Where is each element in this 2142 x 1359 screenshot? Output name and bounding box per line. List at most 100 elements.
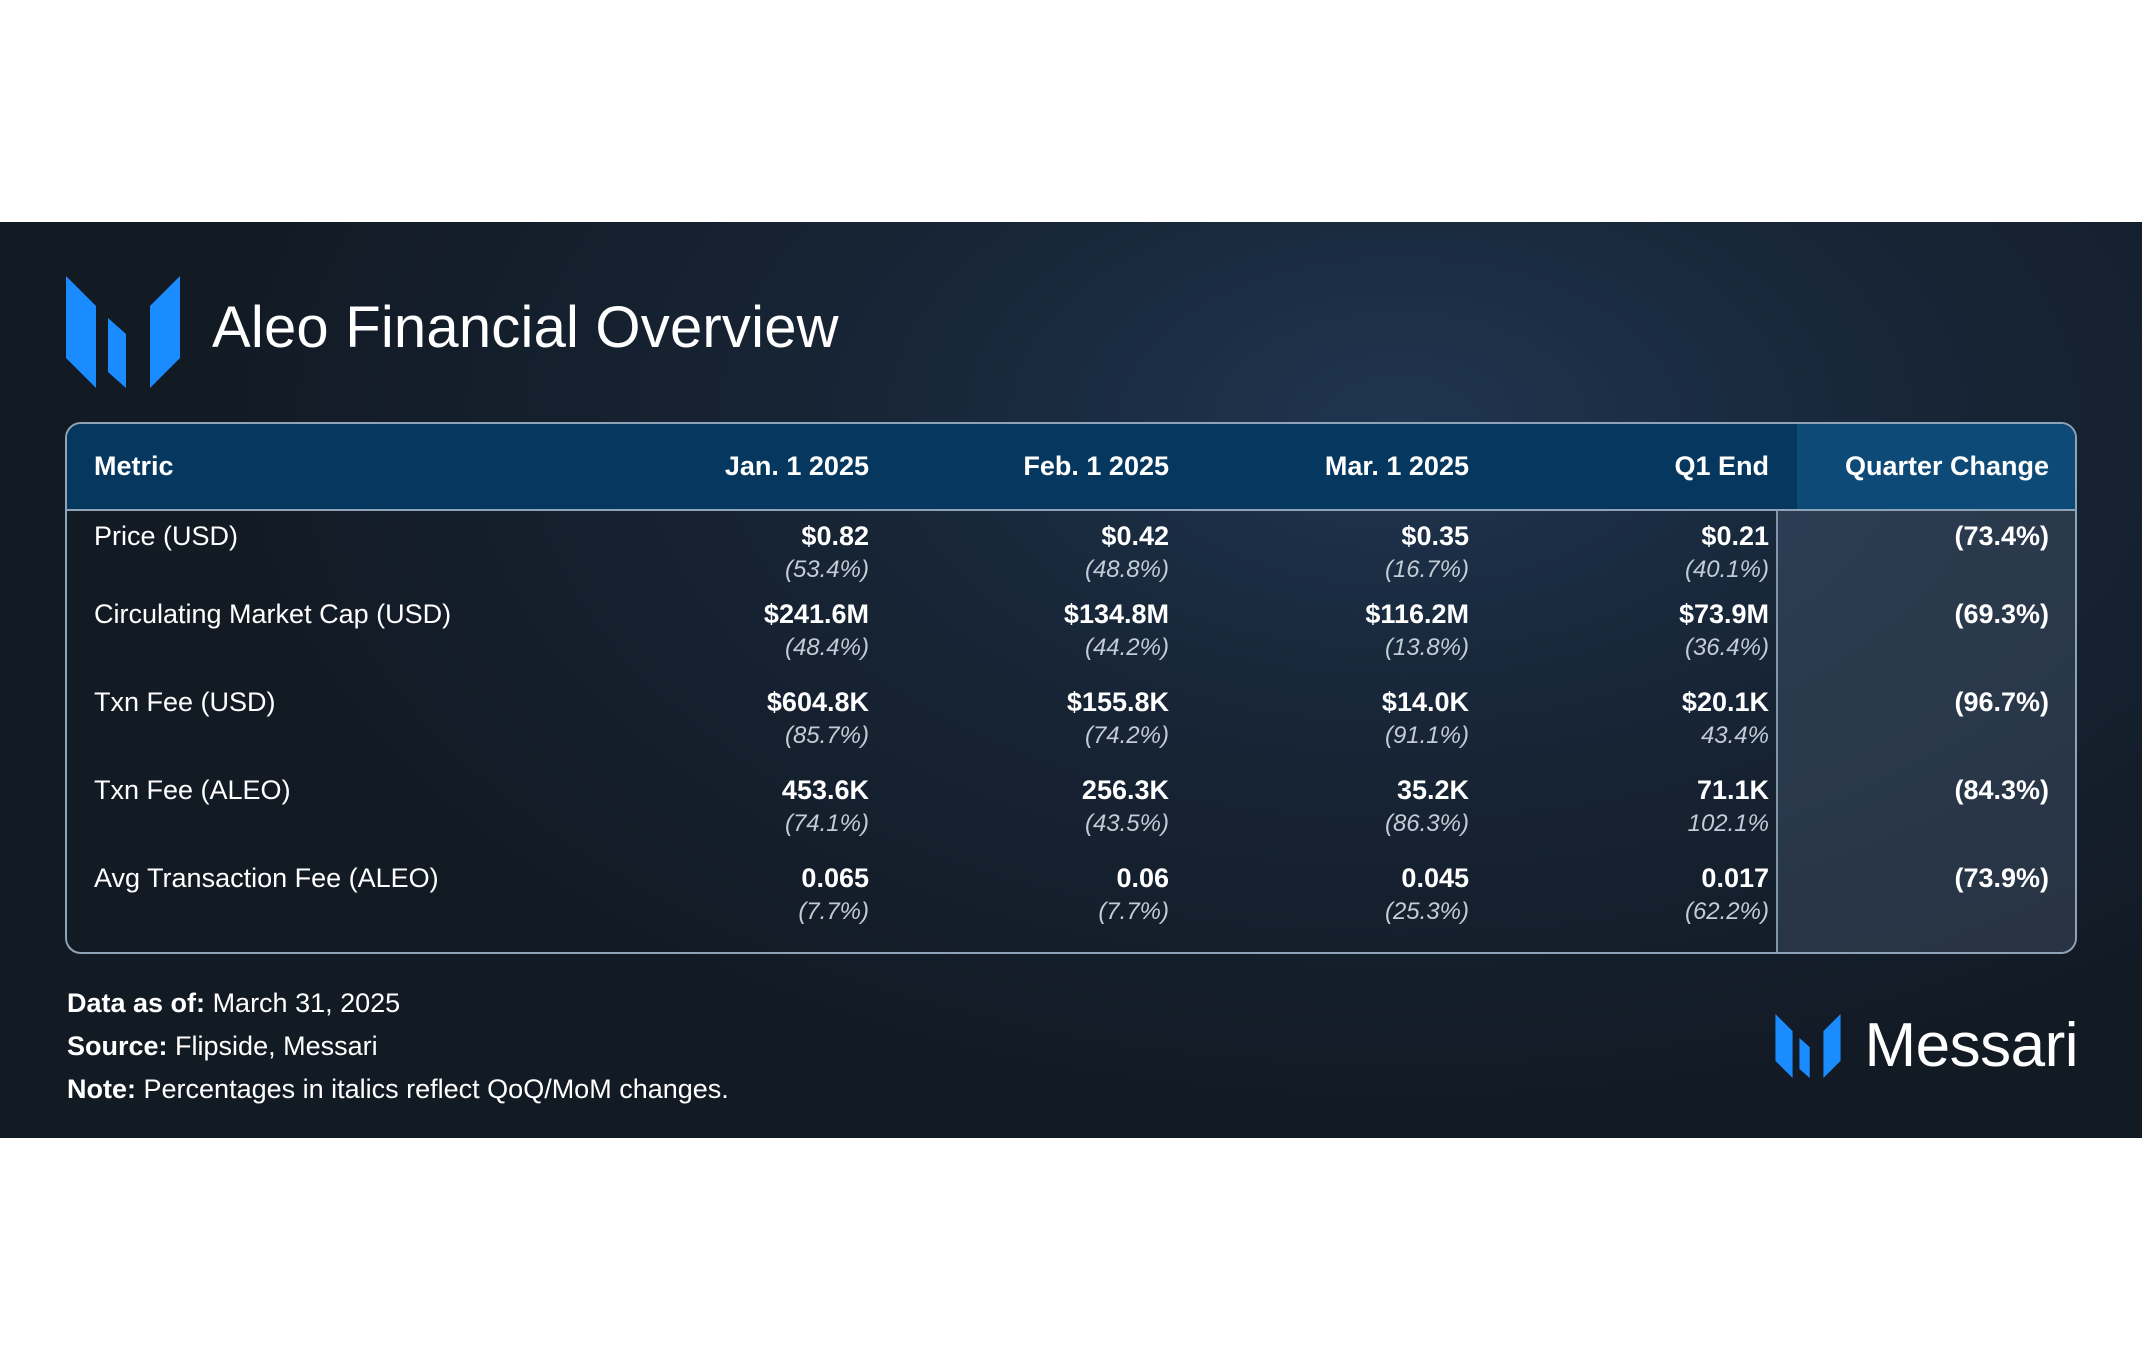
cell-value: 35.2K [1396,775,1469,805]
cell-value: 0.06 [1116,863,1169,893]
messari-brand-icon [1775,1014,1842,1078]
cell-value: 71.1K [1696,775,1769,805]
table-row: Price (USD) $0.82 (53.4%) $0.42 (48.8%) $0… [67,510,2075,599]
column-header-q1-end: Q1 End [1497,424,1797,511]
cell-change: (43.5%) [1084,810,1169,837]
cell-value: 0.017 [1701,863,1769,893]
cell-value: 0.065 [801,863,869,893]
cell-value: 256.3K [1081,775,1169,805]
cell-value: $241.6M [763,599,869,629]
data-as-of-value: March 31, 2025 [212,988,401,1018]
cell-value: $0.42 [1101,521,1169,551]
table-row: Avg Transaction Fee (ALEO) 0.065 (7.7%) 0… [67,863,2075,951]
data-as-of-line: Data as of: March 31, 2025 [67,982,729,1025]
table-row: Txn Fee (USD) $604.8K (85.7%) $155.8K (74.… [67,687,2075,775]
table-header-row: Metric Jan. 1 2025 Feb. 1 2025 Mar. 1 20… [67,424,2075,511]
cell-change: (62.2%) [1684,898,1769,925]
quarter-change-cell: (73.4%) [1954,521,2049,551]
table-row: Txn Fee (ALEO) 453.6K (74.1%) 256.3K (43.5… [67,775,2075,863]
cell-change: (86.3%) [1384,810,1469,837]
metric-label: Txn Fee (USD) [94,687,276,717]
cell-value: $20.1K [1681,687,1769,717]
note-label: Note: [67,1074,136,1104]
source-line: Source: Flipside, Messari [67,1025,729,1068]
cell-value: $0.82 [801,521,869,551]
table-cell: $116.2M (13.8%) [1197,599,1497,687]
cell-value: 453.6K [781,775,869,805]
cell-change: (36.4%) [1684,634,1769,661]
column-header-jan: Jan. 1 2025 [597,424,897,511]
column-header-mar: Mar. 1 2025 [1197,424,1497,511]
cell-change: (48.4%) [784,634,869,661]
metric-label: Price (USD) [94,521,239,551]
cell-value: $116.2M [1365,599,1469,629]
column-header-quarter-change: Quarter Change [1797,424,2075,511]
cell-change: (44.2%) [1084,634,1169,661]
brand-name: Messari [1864,1011,2078,1080]
cell-change: (48.8%) [1084,556,1169,583]
cell-value: $73.9M [1678,599,1769,629]
cell-change: (40.1%) [1684,556,1769,583]
table-cell: $604.8K (85.7%) [597,687,897,775]
quarter-change-divider [1776,424,1778,952]
table-cell: 0.017 (62.2%) [1497,863,1797,951]
table-cell: 35.2K (86.3%) [1197,775,1497,863]
table-cell: $73.9M (36.4%) [1497,599,1797,687]
page-title: Aleo Financial Overview [212,295,839,360]
overview-banner: Aleo Financial Overview Metric Jan. 1 20… [0,222,2142,1138]
cell-value: $14.0K [1381,687,1469,717]
cell-change: (16.7%) [1384,556,1469,583]
cell-change: (85.7%) [784,722,869,749]
cell-change: (13.8%) [1384,634,1469,661]
metric-label: Circulating Market Cap (USD) [94,599,452,629]
table-cell: $241.6M (48.4%) [597,599,897,687]
cell-change: (91.1%) [1384,722,1469,749]
column-header-feb: Feb. 1 2025 [897,424,1197,511]
cell-value: $0.21 [1701,521,1769,551]
table-cell: 0.065 (7.7%) [597,863,897,951]
cell-value: $0.35 [1401,521,1469,551]
cell-value: $155.8K [1066,687,1169,717]
cell-change: (25.3%) [1384,898,1469,925]
source-value: Flipside, Messari [175,1031,378,1061]
table-cell: $155.8K (74.2%) [897,687,1197,775]
table-cell: $0.35 (16.7%) [1197,510,1497,599]
table-cell: $14.0K (91.1%) [1197,687,1497,775]
table-cell: $0.82 (53.4%) [597,510,897,599]
table-cell: 0.06 (7.7%) [897,863,1197,951]
quarter-change-cell: (96.7%) [1954,687,2049,717]
quarter-change-cell: (73.9%) [1954,863,2049,893]
cell-value: $604.8K [766,687,869,717]
table-cell: 453.6K (74.1%) [597,775,897,863]
table-row: Circulating Market Cap (USD) $241.6M (48.… [67,599,2075,687]
quarter-change-cell: (69.3%) [1954,599,2049,629]
messari-logo-icon [66,276,180,388]
column-header-metric: Metric [67,424,597,511]
cell-change: 102.1% [1687,810,1769,837]
cell-change: (74.2%) [1084,722,1169,749]
financial-table: Metric Jan. 1 2025 Feb. 1 2025 Mar. 1 20… [65,422,2077,954]
cell-change: (7.7%) [798,898,869,925]
metric-label: Txn Fee (ALEO) [94,775,291,805]
cell-value: $134.8M [1063,599,1169,629]
cell-change: (53.4%) [784,556,869,583]
source-label: Source: [67,1031,168,1061]
cell-change: (7.7%) [1098,898,1169,925]
cell-change: 43.4% [1700,722,1769,749]
cell-change: (74.1%) [784,810,869,837]
cell-value: 0.045 [1401,863,1469,893]
metric-label: Avg Transaction Fee (ALEO) [94,863,439,893]
quarter-change-cell: (84.3%) [1954,775,2049,805]
table-cell: 256.3K (43.5%) [897,775,1197,863]
quarter-change-column-shade [1777,424,2075,952]
table-cell: 71.1K 102.1% [1497,775,1797,863]
note-value: Percentages in italics reflect QoQ/MoM c… [143,1074,729,1104]
table-cell: $0.42 (48.8%) [897,510,1197,599]
table-cell: $20.1K 43.4% [1497,687,1797,775]
table-cell: $134.8M (44.2%) [897,599,1197,687]
table-cell: $0.21 (40.1%) [1497,510,1797,599]
note-line: Note: Percentages in italics reflect QoQ… [67,1068,729,1111]
footer-notes: Data as of: March 31, 2025 Source: Flips… [67,982,729,1111]
brand-logo: Messari [1774,1012,2078,1080]
data-as-of-label: Data as of: [67,988,206,1018]
